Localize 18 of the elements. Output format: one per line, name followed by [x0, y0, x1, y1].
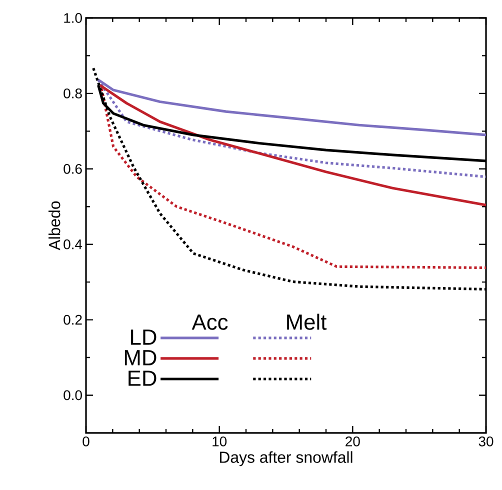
- annotation: Melt: [287, 314, 327, 330]
- annotation: Acc: [192, 314, 228, 330]
- y-axis-title: Albedo: [48, 201, 60, 250]
- y-tick-label: 0.2: [64, 314, 82, 325]
- x-tick-label: 10: [212, 436, 227, 446]
- line-series: [100, 87, 486, 270]
- y-tick-label: 0.8: [64, 88, 82, 98]
- legend-label: LD: [131, 330, 156, 345]
- y-tick-label: 0.6: [64, 164, 82, 174]
- y-tick-label: 0.4: [64, 239, 82, 250]
- legend-label: ED: [128, 370, 156, 386]
- x-tick-label: 30: [478, 436, 494, 446]
- x-axis-title: Days after snowfall: [220, 451, 352, 466]
- y-tick-label: 0.0: [64, 390, 82, 400]
- legend-label: MD: [124, 350, 156, 366]
- y-tick-label: 1.0: [64, 13, 82, 23]
- x-tick-label: 20: [346, 436, 360, 446]
- x-tick-label: 0: [82, 436, 90, 446]
